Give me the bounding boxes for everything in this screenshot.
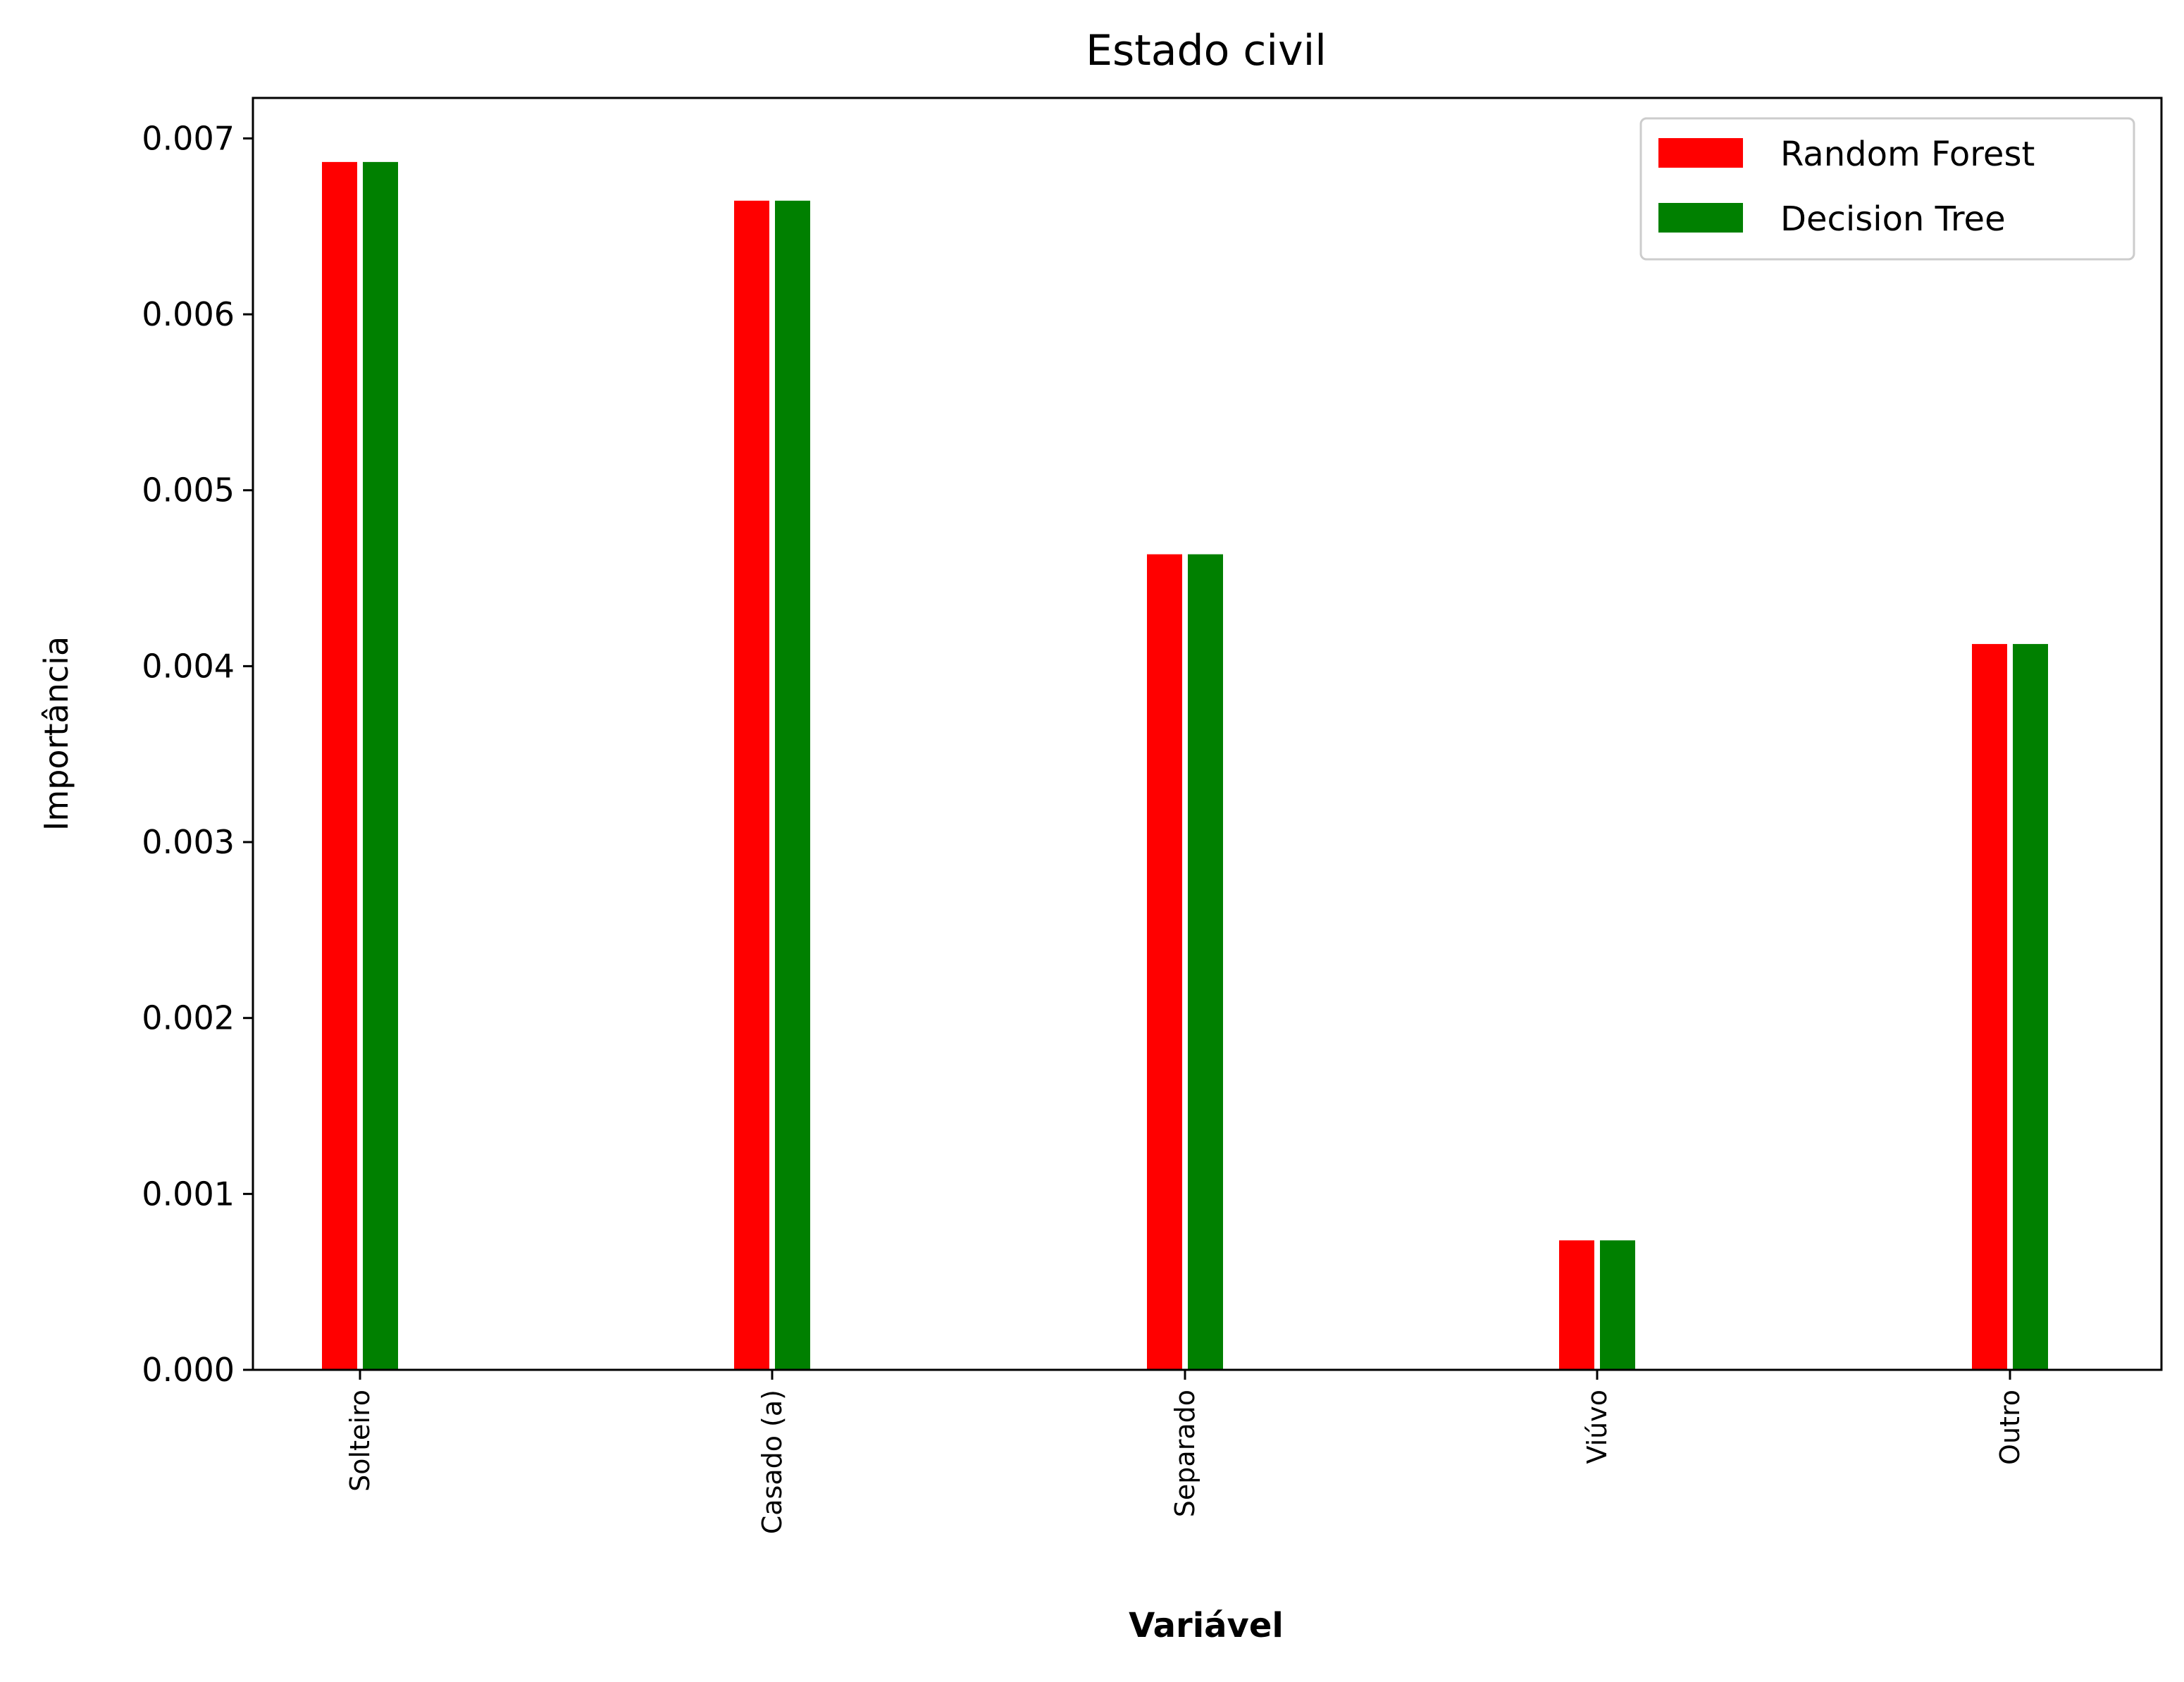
- x-tick-label-viuvo: Viúvo: [1582, 1390, 1613, 1464]
- y-tick-label: 0.002: [142, 999, 235, 1037]
- chart-title: Estado civil: [1086, 26, 1327, 75]
- legend-swatch-random-forest: [1658, 138, 1743, 168]
- bar-decision-tree-outro: [2011, 642, 2049, 1371]
- x-tick-label-separado: Separado: [1169, 1390, 1200, 1517]
- bars-layer: [321, 160, 2049, 1371]
- x-axis-label: Variável: [1129, 1606, 1284, 1645]
- y-tick-label: 0.001: [142, 1175, 235, 1213]
- x-axis-ticks: Solteiro Casado (a) Separado Viúvo Outro: [345, 1370, 2025, 1534]
- legend-swatch-decision-tree: [1658, 203, 1743, 233]
- y-tick-label: 0.006: [142, 295, 235, 333]
- y-axis-label: Importância: [37, 636, 75, 831]
- bar-decision-tree-separado: [1186, 552, 1224, 1371]
- y-tick-label: 0.003: [142, 823, 235, 861]
- legend-label-decision-tree: Decision Tree: [1780, 199, 2006, 239]
- x-tick-label-outro: Outro: [1994, 1390, 2025, 1465]
- bar-random-forest-separado: [1146, 552, 1184, 1371]
- bar-random-forest-viuvo: [1558, 1239, 1596, 1371]
- y-axis-ticks: 0.000 0.001 0.002 0.003 0.004 0.005 0.006 0.007: [142, 119, 253, 1389]
- bar-random-forest-outro: [1971, 642, 2009, 1371]
- y-tick-label: 0.005: [142, 471, 235, 509]
- x-tick-label-solteiro: Solteiro: [345, 1390, 376, 1492]
- bar-random-forest-casado-a: [733, 199, 771, 1371]
- y-tick-label: 0.000: [142, 1351, 235, 1389]
- x-tick-label-casado-a: Casado (a): [757, 1390, 788, 1534]
- y-tick-label: 0.004: [142, 647, 235, 685]
- bar-decision-tree-viuvo: [1599, 1239, 1637, 1371]
- bar-decision-tree-solteiro: [361, 160, 399, 1371]
- bar-decision-tree-casado-a: [774, 199, 812, 1371]
- legend-label-random-forest: Random Forest: [1780, 135, 2035, 174]
- legend-box: [1639, 117, 2135, 261]
- legend: Random Forest Decision Tree: [1639, 117, 2135, 261]
- plot-frame: [252, 97, 2163, 1371]
- bar-random-forest-solteiro: [321, 160, 359, 1371]
- y-tick-label: 0.007: [142, 119, 235, 157]
